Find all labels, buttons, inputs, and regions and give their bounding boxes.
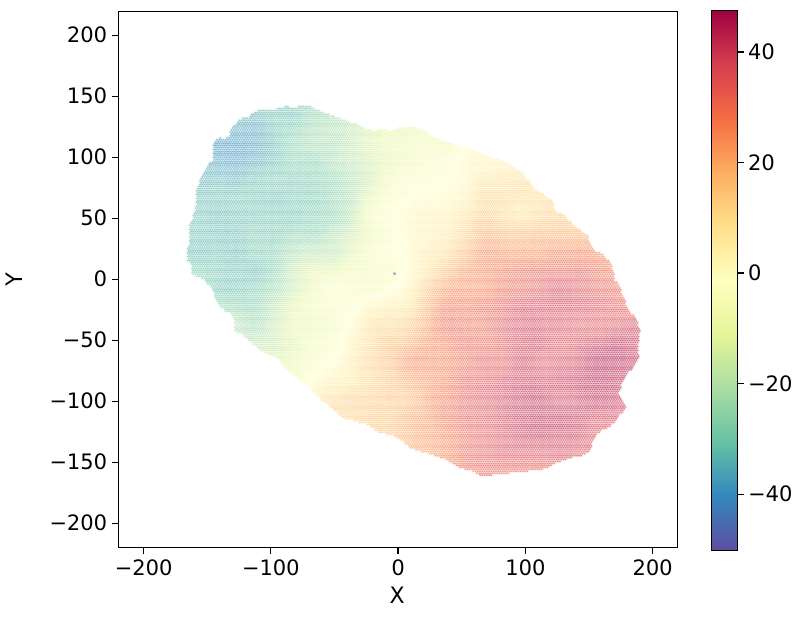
colorbar-tick-label: 20 (748, 150, 775, 175)
y-tick-mark (111, 34, 118, 36)
plot-area (118, 11, 678, 548)
y-axis-label: Y (3, 272, 28, 286)
colorbar-tick-label: −20 (748, 371, 793, 396)
colorbar (710, 10, 738, 551)
y-tick-label: 50 (80, 206, 107, 231)
y-tick-label: −100 (49, 389, 107, 414)
x-tick-mark (651, 547, 654, 554)
y-tick-label: −200 (49, 511, 107, 536)
colorbar-tick-label: 40 (748, 40, 775, 64)
x-tick-mark (142, 547, 145, 554)
x-tick-mark (270, 547, 272, 554)
y-tick-mark (111, 339, 118, 341)
colorbar-tick-mark (737, 272, 744, 274)
velocity-map-canvas (119, 12, 675, 545)
colorbar-tick-mark (737, 51, 744, 53)
y-tick-label: −150 (49, 450, 107, 475)
colorbar-tick-mark (737, 382, 744, 385)
colorbar-tick-label: 0 (748, 261, 762, 286)
y-tick-mark (111, 522, 118, 524)
colorbar-tick-label: −40 (748, 482, 793, 507)
x-tick-label: 100 (505, 556, 546, 580)
y-tick-mark (111, 217, 118, 219)
y-tick-mark (111, 95, 118, 97)
y-tick-label: −50 (62, 328, 107, 353)
x-tick-label: −100 (241, 556, 300, 580)
y-tick-label: 100 (66, 145, 107, 170)
colorbar-gradient (711, 11, 737, 550)
y-tick-label: 200 (66, 23, 107, 48)
x-tick-label: −200 (114, 556, 173, 580)
colorbar-tick-mark (737, 493, 744, 495)
y-tick-label: 150 (66, 84, 107, 109)
x-tick-mark (397, 547, 399, 554)
x-tick-label: 200 (632, 556, 673, 580)
x-tick-label: 0 (391, 556, 405, 580)
y-tick-mark (111, 156, 118, 158)
x-tick-mark (524, 547, 526, 554)
y-tick-mark (111, 461, 118, 463)
y-tick-mark (111, 278, 118, 280)
colorbar-tick-mark (737, 161, 744, 164)
y-tick-label: 0 (93, 267, 107, 292)
y-tick-mark (111, 400, 118, 402)
x-axis-label: X (389, 584, 405, 609)
